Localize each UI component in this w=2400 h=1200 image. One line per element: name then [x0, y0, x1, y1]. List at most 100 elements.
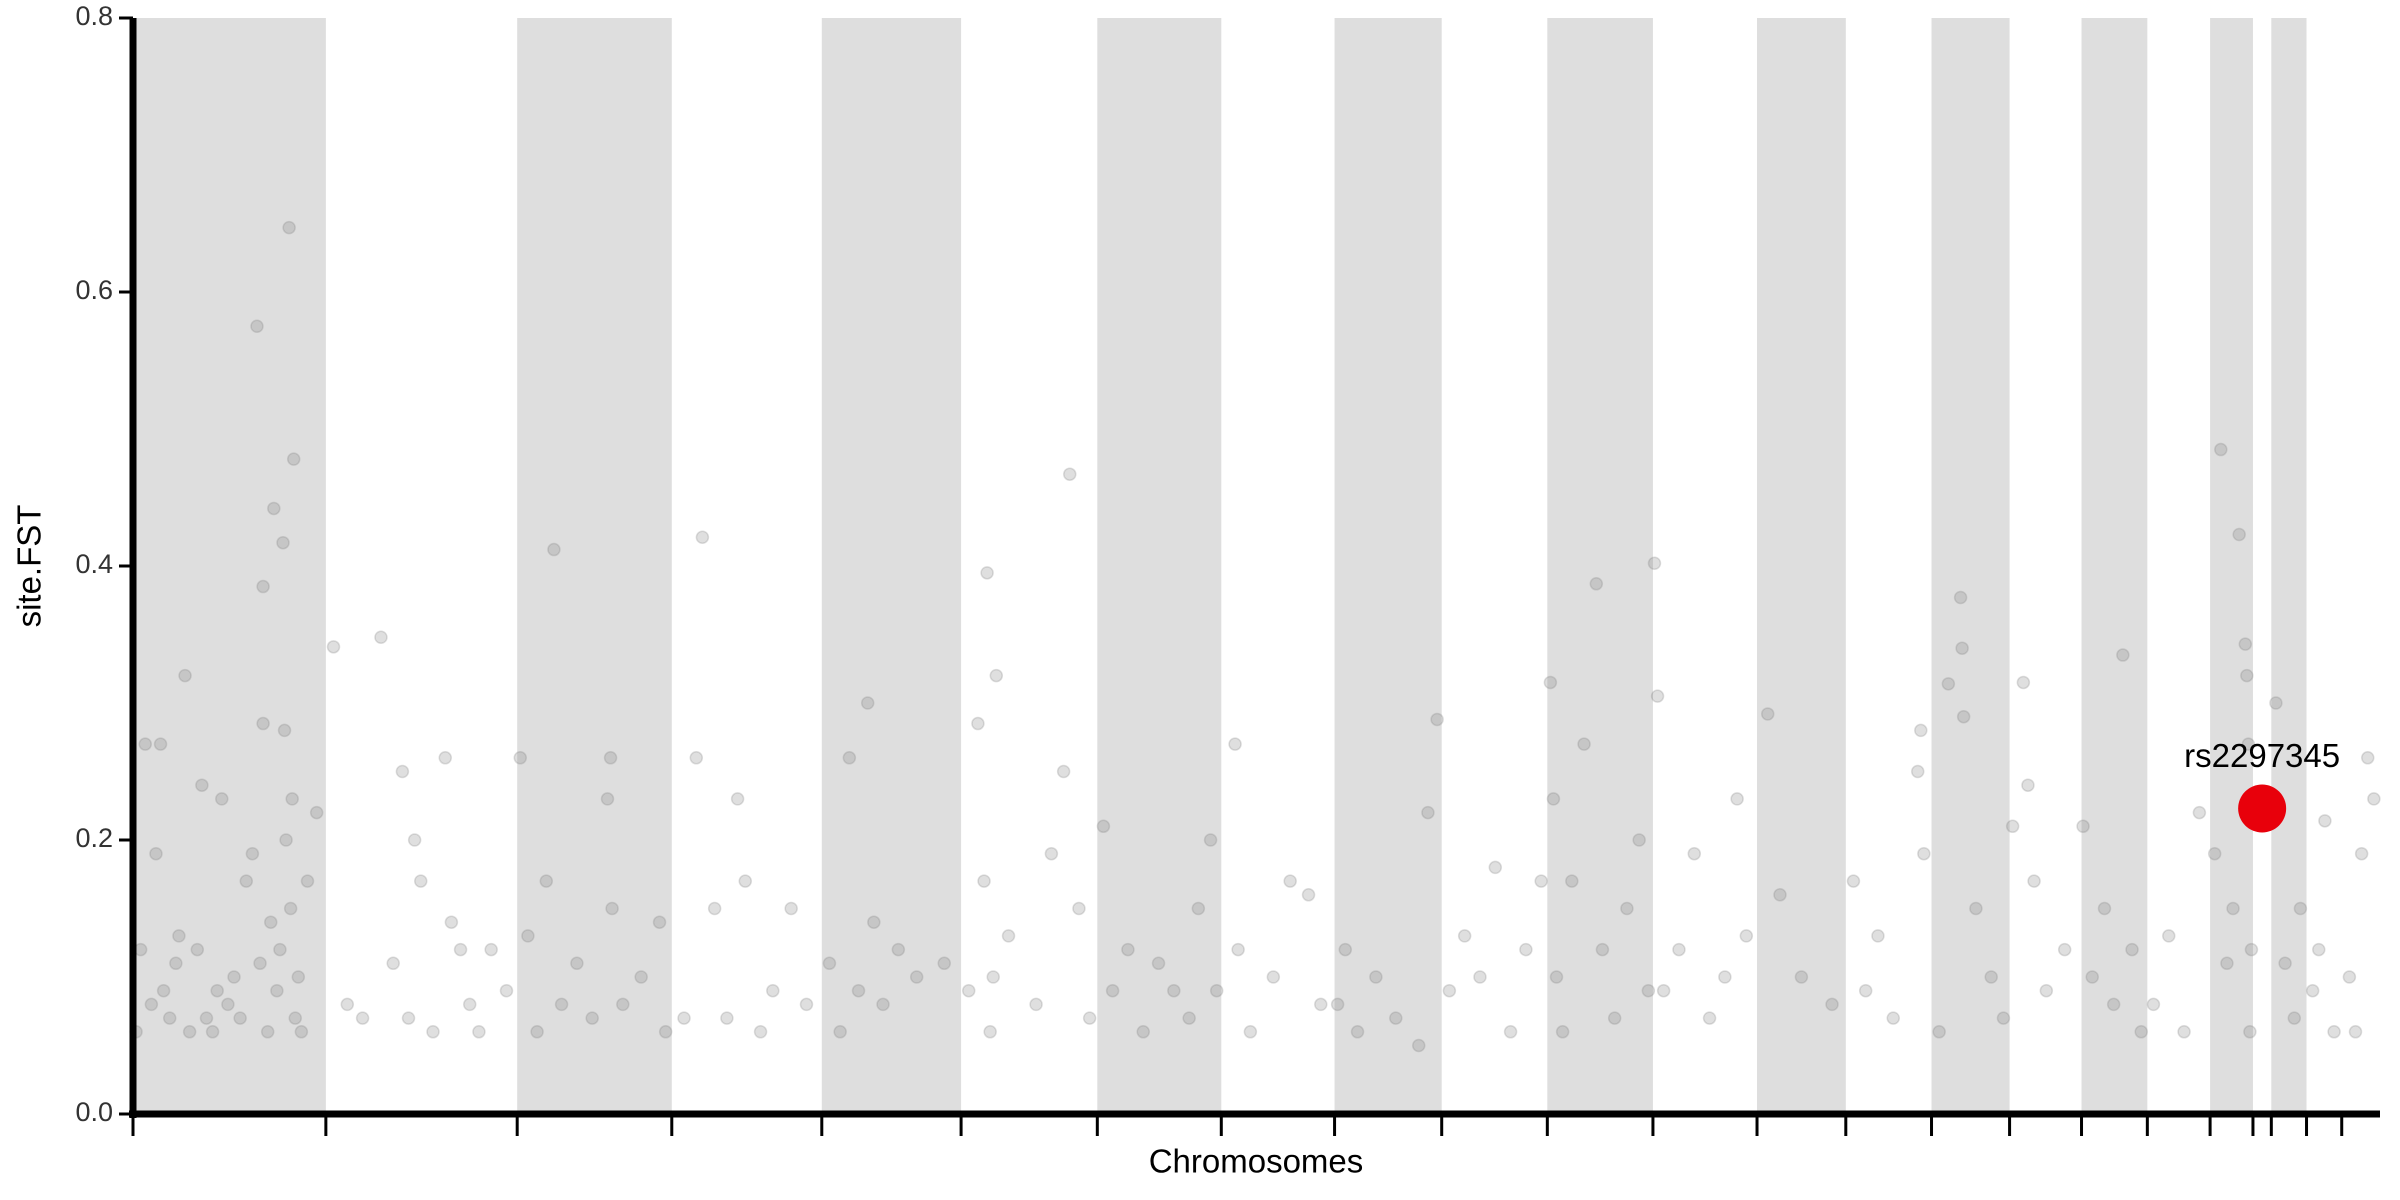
point: [616, 997, 630, 1012]
point: [738, 874, 753, 888]
point: [239, 874, 254, 888]
point: [2327, 1025, 2341, 1039]
point: [570, 956, 584, 971]
point: [1941, 677, 1956, 691]
point: [210, 983, 224, 998]
point: [2192, 805, 2207, 820]
y-axis-title: site.FST: [11, 505, 48, 628]
point: [1473, 970, 1487, 984]
point: [1620, 901, 1634, 916]
point: [1730, 792, 1744, 806]
point: [1105, 983, 1120, 998]
point: [1136, 1025, 1150, 1039]
point: [426, 1025, 440, 1039]
point: [2220, 956, 2234, 971]
point: [860, 696, 875, 710]
chromosome-band: [133, 18, 326, 1114]
point: [1209, 983, 1224, 998]
point: [2367, 792, 2381, 806]
point: [1955, 641, 1969, 655]
chromosome-band: [1334, 18, 1442, 1114]
point: [2214, 442, 2228, 457]
point: [842, 751, 857, 765]
point: [1151, 956, 1166, 971]
point: [652, 915, 667, 929]
point: [658, 1025, 673, 1039]
point: [603, 751, 618, 765]
point: [169, 956, 183, 971]
point: [513, 751, 528, 765]
point: [876, 997, 890, 1012]
point: [294, 1025, 309, 1039]
point: [1565, 874, 1579, 888]
chromosome-band: [1931, 18, 2010, 1114]
point: [1519, 942, 1533, 957]
point: [407, 833, 422, 847]
point: [190, 942, 205, 957]
point: [2278, 956, 2292, 971]
point: [149, 846, 163, 861]
point: [2232, 527, 2246, 542]
point: [414, 874, 428, 888]
point: [309, 805, 324, 820]
y-tick-label: 0.2: [75, 823, 113, 853]
point: [2005, 819, 2020, 834]
point: [1167, 983, 1181, 998]
point: [1082, 1011, 1097, 1025]
y-tick-label: 0.6: [75, 275, 113, 305]
point: [784, 901, 798, 916]
point: [730, 792, 745, 806]
x-axis-title: Chromosomes: [1149, 1143, 1364, 1180]
point: [1984, 970, 1998, 984]
point: [2207, 846, 2222, 861]
point: [2241, 737, 2256, 751]
point: [909, 970, 924, 984]
point: [2348, 1025, 2363, 1039]
point: [1503, 1025, 1518, 1039]
point: [766, 983, 780, 998]
chromosome-band: [1547, 18, 1653, 1114]
point: [233, 1011, 247, 1025]
point: [1001, 929, 1016, 943]
point: [2312, 942, 2326, 957]
point: [472, 1025, 486, 1039]
point: [453, 942, 468, 957]
chromosome-band: [2271, 18, 2307, 1114]
point: [2039, 983, 2054, 998]
point: [1956, 709, 1971, 724]
point: [983, 1025, 997, 1039]
point: [521, 929, 535, 943]
point: [867, 915, 881, 929]
point: [250, 319, 264, 333]
point: [980, 566, 994, 580]
point: [600, 792, 615, 806]
point: [156, 983, 171, 998]
point: [267, 501, 281, 516]
point: [1656, 983, 1671, 998]
point: [205, 1025, 220, 1039]
point: [1589, 577, 1604, 591]
point: [2243, 1025, 2257, 1039]
point: [1760, 707, 1775, 721]
point: [1029, 997, 1043, 1012]
point: [438, 751, 453, 765]
point: [1430, 712, 1444, 727]
point: [2162, 929, 2176, 943]
axes: 0.0 0.2 0.4 0.6 0.8: [75, 1, 2380, 1136]
point: [833, 1025, 847, 1039]
point: [1996, 1011, 2011, 1025]
point: [1886, 1011, 1901, 1025]
point: [283, 901, 298, 916]
point: [1555, 1025, 1570, 1039]
point: [707, 901, 722, 916]
point: [1314, 997, 1328, 1012]
point: [2116, 648, 2130, 662]
point: [1577, 737, 1591, 751]
point: [1191, 901, 1206, 916]
point: [256, 716, 270, 731]
point: [499, 983, 514, 998]
point: [1650, 689, 1665, 703]
point: [1858, 983, 1873, 998]
point: [395, 764, 410, 779]
